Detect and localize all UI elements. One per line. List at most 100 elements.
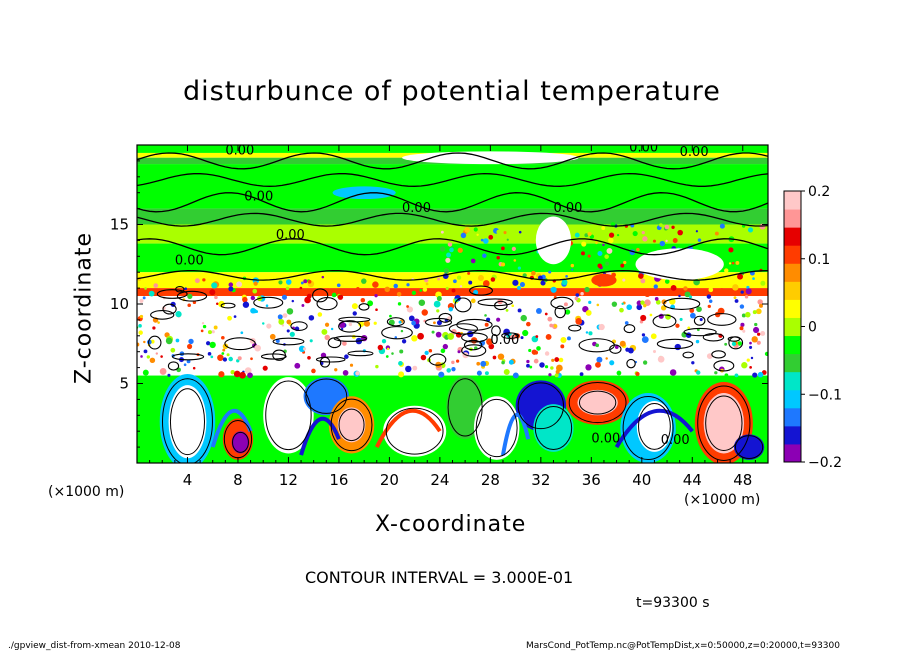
- speckle: [262, 322, 265, 325]
- speckle: [508, 359, 514, 365]
- speckle: [636, 304, 643, 311]
- speckle: [138, 330, 143, 335]
- contour-loop: [461, 344, 487, 357]
- speckle: [442, 343, 449, 350]
- speckle: [505, 308, 509, 312]
- speckle: [697, 238, 702, 242]
- speckle: [213, 325, 218, 330]
- contour-loop: [578, 390, 617, 415]
- speckle: [269, 333, 276, 340]
- speckle: [737, 273, 744, 280]
- speckle: [388, 319, 395, 326]
- filament: [299, 416, 341, 456]
- contour-loop: [517, 382, 565, 430]
- speckle: [446, 252, 452, 258]
- speckle: [375, 308, 378, 311]
- contour-loop: [568, 382, 627, 424]
- speckle: [759, 223, 766, 230]
- speckle: [337, 294, 344, 300]
- speckle: [732, 284, 739, 291]
- speckle: [242, 296, 248, 303]
- eddy-blob: [533, 404, 574, 452]
- contour-loop: [169, 388, 206, 456]
- eddy-blob: [383, 405, 447, 457]
- speckle: [749, 366, 752, 369]
- speckle: [451, 367, 456, 372]
- contour-loop: [683, 327, 717, 337]
- speckle: [418, 299, 426, 306]
- eddy-blob: [591, 273, 617, 287]
- speckle: [221, 335, 225, 340]
- contour-loop: [475, 398, 518, 458]
- speckle: [757, 332, 761, 336]
- speckle: [384, 286, 390, 293]
- speckle: [689, 308, 695, 313]
- eddy-blob: [263, 377, 314, 454]
- contour-loop: [682, 351, 694, 359]
- speckle: [560, 344, 565, 349]
- speckle: [349, 363, 354, 367]
- contour-loop: [626, 358, 636, 369]
- speckle: [253, 281, 258, 286]
- contour-loop: [381, 326, 413, 340]
- contour-labels: 0.00 0.00 0.00 0.00 0.00 0.00 0.00 0.00 0.00 0.00…: [175, 145, 709, 448]
- speckle: [209, 289, 216, 296]
- colorbar: 0.2 0.1 0 −0.1 −0.2: [783, 184, 842, 471]
- speckle: [443, 268, 450, 274]
- x-tick-label: 12: [279, 471, 298, 489]
- speckle: [639, 319, 644, 324]
- speckle: [281, 294, 287, 300]
- speckle: [375, 364, 379, 369]
- speckle: [616, 233, 620, 237]
- speckle: [740, 290, 744, 294]
- colorbar-swatch: [784, 389, 801, 409]
- speckle: [696, 328, 700, 332]
- speckle: [544, 351, 550, 356]
- speckle: [205, 341, 211, 346]
- speckle: [659, 223, 663, 227]
- contour-loop: [568, 324, 582, 332]
- contour-label: 0.00: [591, 431, 620, 446]
- speckle: [351, 303, 358, 310]
- speckle: [511, 246, 516, 252]
- contour-loop: [272, 349, 286, 361]
- heatmap-field: [137, 145, 768, 463]
- contour-loop: [171, 353, 205, 361]
- speckle: [457, 350, 461, 354]
- speckle: [321, 275, 325, 279]
- field-band: [137, 296, 768, 308]
- speckle: [230, 370, 235, 375]
- contour-loop: [469, 285, 493, 296]
- speckle: [605, 357, 608, 360]
- contour-loop: [622, 396, 674, 461]
- speckle: [377, 344, 384, 351]
- speckle: [584, 233, 589, 238]
- speckle: [601, 226, 606, 231]
- speckle: [201, 322, 205, 325]
- speckle: [596, 303, 600, 307]
- contour-loop: [358, 303, 370, 311]
- speckle: [501, 246, 505, 251]
- speckle: [531, 270, 536, 276]
- speckle: [294, 362, 301, 369]
- speckle: [344, 354, 349, 359]
- speckle: [742, 329, 746, 333]
- speckle: [687, 326, 691, 330]
- contour-loop: [702, 332, 725, 342]
- speckle: [439, 246, 446, 252]
- speckle: [286, 319, 292, 325]
- speckle: [622, 278, 626, 282]
- speckle: [746, 285, 750, 290]
- speckle: [695, 339, 700, 344]
- speckle: [436, 320, 442, 326]
- y-tick-label: 10: [110, 295, 129, 313]
- speckle: [529, 365, 533, 369]
- speckle: [596, 356, 603, 363]
- speckle: [143, 340, 146, 344]
- speckle: [437, 277, 441, 281]
- speckle: [278, 318, 285, 325]
- speckle: [657, 355, 665, 363]
- speckle: [405, 365, 412, 373]
- contour-line: [137, 238, 768, 256]
